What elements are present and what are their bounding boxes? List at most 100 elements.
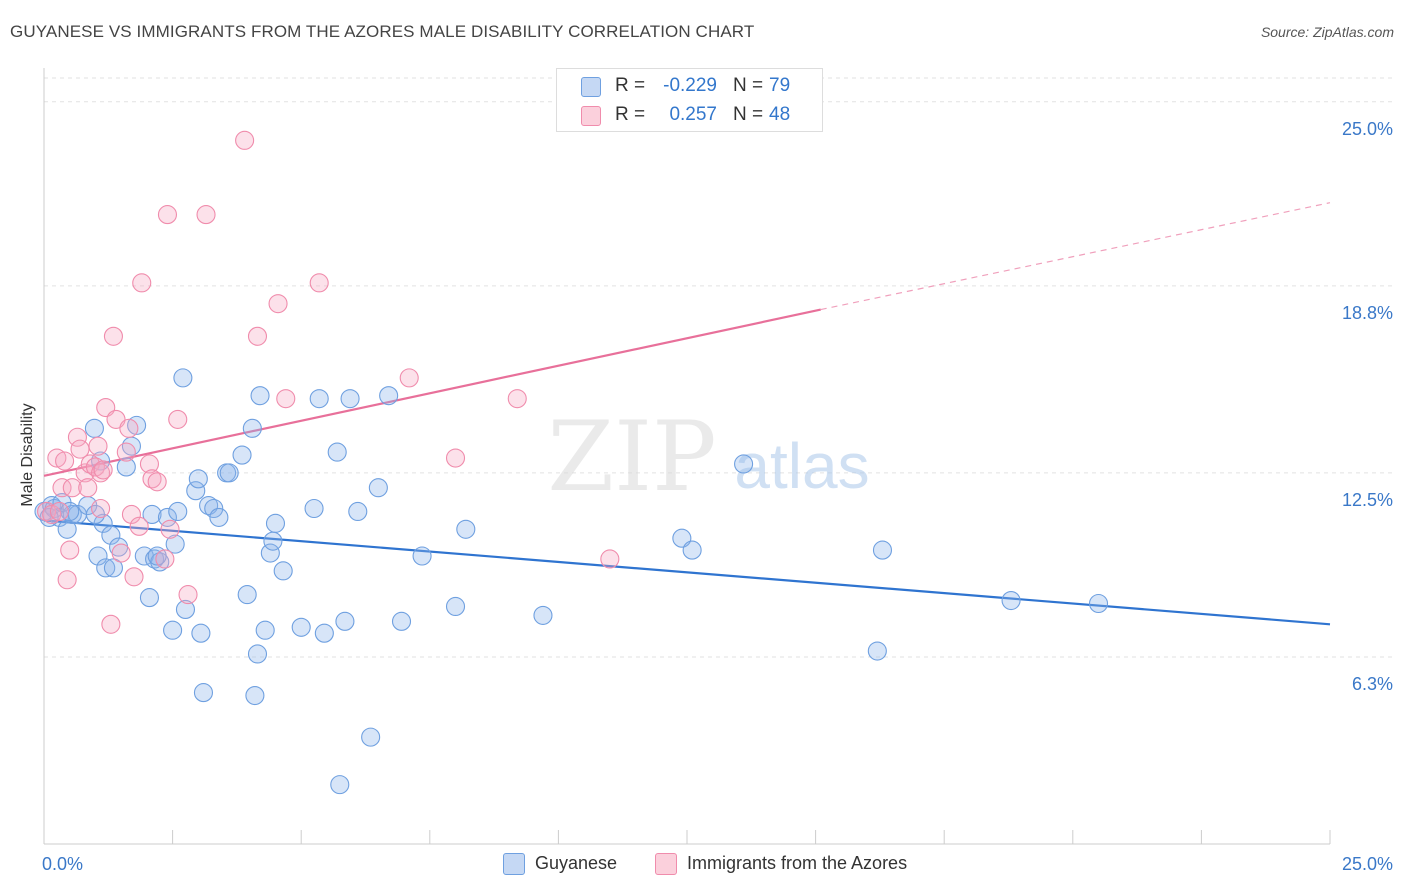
data-points: [34, 130, 1109, 795]
point-guyanese: [265, 513, 286, 533]
point-azores: [78, 478, 98, 498]
point-guyanese: [445, 596, 466, 617]
x-tick-label: 0.0%: [42, 854, 83, 874]
point-azores: [91, 463, 111, 483]
point-guyanese: [188, 469, 208, 489]
point-guyanese: [456, 519, 476, 539]
point-azores: [132, 273, 152, 293]
point-guyanese: [340, 389, 360, 409]
point-guyanese: [145, 549, 165, 569]
point-guyanese: [314, 623, 334, 643]
point-azores: [60, 540, 80, 560]
point-azores: [119, 418, 139, 438]
legend-row-azores: R = 0.257 N = 48: [557, 100, 822, 130]
y-tick-label: 25.0%: [1342, 119, 1393, 139]
point-guyanese: [309, 389, 329, 409]
legend-swatch-pink: [655, 853, 677, 875]
point-guyanese: [175, 599, 196, 619]
point-azores: [268, 294, 288, 314]
point-azores: [116, 442, 136, 462]
y-tick-label: 6.3%: [1352, 674, 1393, 694]
point-guyanese: [168, 501, 188, 522]
point-guyanese: [379, 386, 399, 406]
point-azores: [62, 478, 82, 498]
point-guyanese: [867, 641, 887, 661]
source-label: Source: ZipAtlas.com: [1260, 24, 1394, 40]
point-guyanese: [163, 620, 183, 640]
point-azores: [157, 205, 178, 225]
point-guyanese: [204, 498, 224, 519]
point-azores: [55, 451, 75, 471]
point-azores: [88, 436, 108, 456]
point-guyanese: [348, 501, 368, 522]
point-azores: [111, 543, 131, 563]
point-guyanese: [412, 546, 432, 566]
point-guyanese: [263, 531, 283, 551]
point-guyanese: [101, 525, 121, 545]
legend-label-guyanese: Guyanese: [535, 853, 618, 873]
point-guyanese: [237, 585, 257, 605]
point-azores: [93, 460, 113, 480]
point-guyanese: [165, 534, 185, 554]
legend-n-label: N =: [733, 104, 764, 125]
point-guyanese: [127, 415, 147, 435]
point-azores: [101, 614, 121, 634]
point-azores: [276, 389, 296, 409]
point-guyanese: [1001, 590, 1021, 611]
point-guyanese: [173, 368, 193, 388]
trend-lines: [43, 202, 1331, 626]
point-guyanese: [1088, 593, 1109, 614]
correlation-legend: R = -0.229 N = 79 R = 0.257 N = 48: [556, 68, 823, 132]
point-azores: [600, 549, 620, 569]
point-guyanese: [209, 507, 229, 527]
point-guyanese: [96, 558, 116, 578]
point-guyanese: [84, 418, 104, 438]
point-azores: [155, 549, 175, 569]
point-guyanese: [232, 445, 252, 465]
point-azores: [445, 448, 466, 468]
legend-r-label: R =: [615, 104, 646, 125]
y-tick-label: 18.8%: [1342, 303, 1393, 323]
point-azores: [196, 205, 216, 225]
tick-labels: 6.3% 12.5% 18.8% 25.0% 0.0% 25.0%: [42, 119, 1393, 874]
point-azores: [85, 457, 105, 477]
point-azores: [42, 504, 62, 524]
point-guyanese: [139, 588, 160, 608]
point-azores: [67, 427, 87, 447]
point-azores: [142, 469, 162, 489]
point-guyanese: [247, 644, 268, 664]
point-guyanese: [304, 498, 324, 519]
point-azores: [309, 273, 329, 293]
point-azores: [49, 501, 69, 522]
point-guyanese: [88, 546, 108, 566]
point-guyanese: [260, 543, 280, 563]
gridlines: [44, 77, 1392, 658]
point-guyanese: [116, 457, 136, 477]
point-azores: [57, 570, 77, 590]
point-azores: [129, 516, 149, 536]
point-guyanese: [193, 683, 214, 703]
point-azores: [124, 567, 144, 587]
legend-r-value: 0.257: [669, 104, 717, 125]
point-azores: [139, 454, 160, 474]
point-azores: [247, 326, 268, 346]
y-tick-label: 12.5%: [1342, 490, 1393, 510]
point-guyanese: [186, 481, 206, 501]
point-azores: [91, 498, 111, 519]
point-azores: [52, 478, 72, 498]
point-guyanese: [255, 620, 275, 640]
point-guyanese: [103, 558, 123, 578]
point-azores: [47, 448, 67, 468]
point-azores: [507, 389, 527, 409]
point-guyanese: [368, 478, 388, 498]
trend-line-azores: [43, 308, 821, 477]
watermark-atlas: atlas: [734, 430, 869, 502]
point-guyanese: [273, 561, 293, 581]
legend-n-label: N =: [733, 75, 764, 96]
point-guyanese: [147, 546, 167, 566]
trend-line-azores-dashed: [820, 202, 1331, 311]
point-guyanese: [330, 775, 350, 795]
point-azores: [160, 519, 180, 539]
point-azores: [399, 368, 419, 388]
